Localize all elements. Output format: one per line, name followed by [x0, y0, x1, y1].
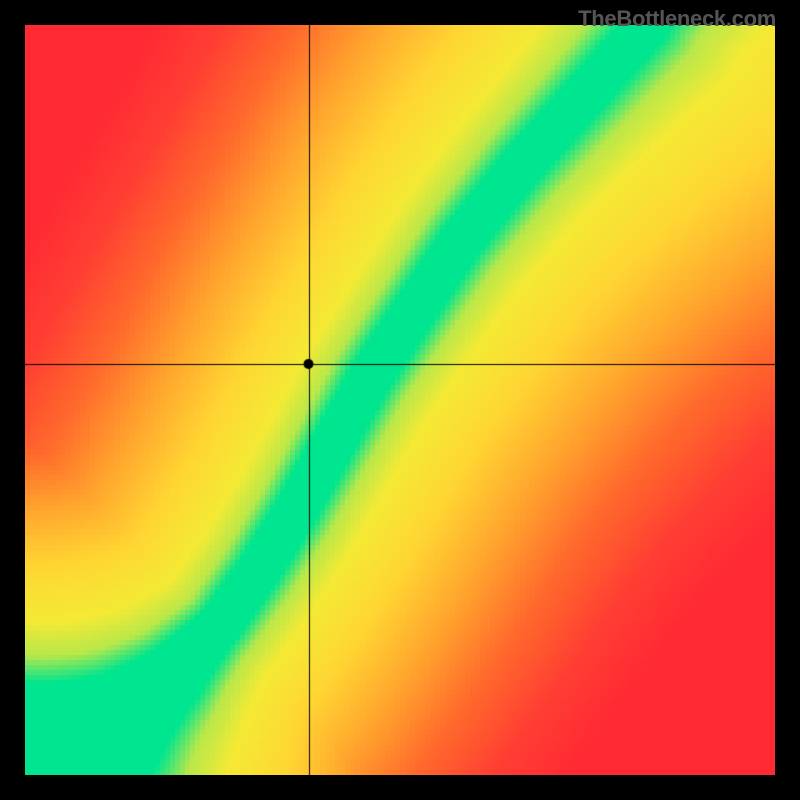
- crosshair-overlay: [25, 25, 775, 775]
- chart-container: { "watermark": { "text": "TheBottleneck.…: [0, 0, 800, 800]
